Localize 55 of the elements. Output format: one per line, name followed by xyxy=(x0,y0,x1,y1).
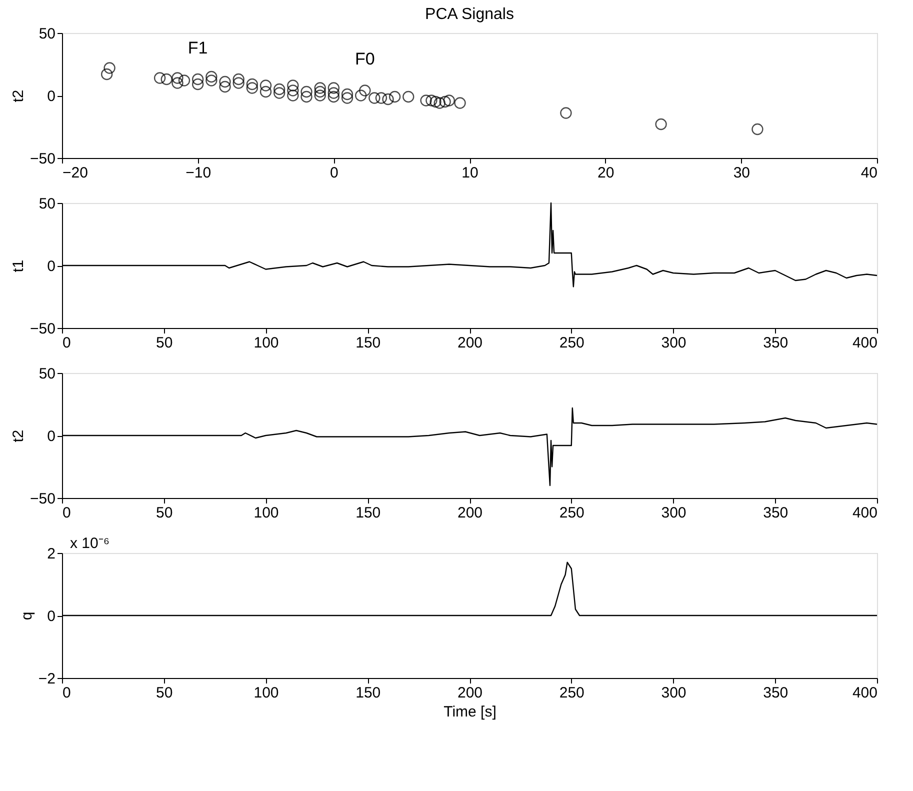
y-tick-label: −50 xyxy=(30,320,56,338)
x-tick-label: 200 xyxy=(457,684,483,702)
x-tick-label: 30 xyxy=(733,164,750,182)
x-tick-label: 100 xyxy=(254,334,279,352)
x-tick-label: 400 xyxy=(852,334,878,352)
y-axis-title: t2 xyxy=(10,430,28,442)
x-tick-label: 150 xyxy=(356,334,381,352)
x-tick-label: 250 xyxy=(559,334,584,352)
y-tick-label: 50 xyxy=(38,26,56,42)
x-tick-label: 200 xyxy=(457,504,483,522)
y-axis-title: q xyxy=(18,612,36,620)
x-tick-label: 400 xyxy=(852,684,878,702)
y-tick-label: −50 xyxy=(30,490,56,508)
x-tick-label: 200 xyxy=(457,334,483,352)
x-tick-label: 20 xyxy=(597,164,614,182)
x-tick-label: 350 xyxy=(763,684,788,702)
x-tick-label: 300 xyxy=(661,684,686,702)
y-tick-label: 50 xyxy=(38,366,56,382)
y-axis-title: t1 xyxy=(10,260,28,272)
x-tick-label: 0 xyxy=(62,684,71,702)
x-tick-label: 0 xyxy=(62,334,71,352)
text: x 10⁻⁶ xyxy=(70,535,110,552)
x-tick-label: 100 xyxy=(254,684,279,702)
x-tick-label: 150 xyxy=(356,504,381,522)
x-tick-label: 400 xyxy=(852,504,878,522)
x-tick-label: 0 xyxy=(62,504,71,522)
x-tick-label: −20 xyxy=(62,164,88,182)
x-tick-label: −10 xyxy=(186,164,212,182)
y-tick-label: 0 xyxy=(47,88,56,105)
x-tick-label: 250 xyxy=(559,684,584,702)
x-tick-label: 50 xyxy=(156,334,173,352)
y-tick-label: 2 xyxy=(47,546,56,562)
x-tick-label: 150 xyxy=(356,684,381,702)
x-tick-label: 40 xyxy=(860,164,878,182)
x-tick-label: 250 xyxy=(559,504,584,522)
y-tick-label: 0 xyxy=(47,428,56,445)
x-tick-label: 0 xyxy=(330,164,338,182)
y-tick-label: 0 xyxy=(47,608,56,625)
x-tick-label: 300 xyxy=(661,334,686,352)
y-tick-label: −50 xyxy=(30,150,56,168)
chart-title: PCA Signals xyxy=(425,6,514,23)
x-tick-label: 50 xyxy=(156,504,173,522)
y-tick-label: −2 xyxy=(38,670,56,688)
y-tick-label: 0 xyxy=(47,258,56,275)
x-tick-label: 300 xyxy=(661,504,686,522)
y-axis-title: t2 xyxy=(10,90,28,102)
annotation: F1 xyxy=(188,38,208,58)
x-tick-label: 100 xyxy=(254,504,279,522)
y-tick-label: 50 xyxy=(38,196,56,212)
x-tick-label: 50 xyxy=(156,684,173,702)
x-axis-title: Time [s] xyxy=(444,704,496,720)
x-tick-label: 350 xyxy=(763,504,788,522)
x-tick-label: 10 xyxy=(462,164,478,182)
x-tick-label: 350 xyxy=(763,334,788,352)
annotation: F0 xyxy=(354,50,375,68)
